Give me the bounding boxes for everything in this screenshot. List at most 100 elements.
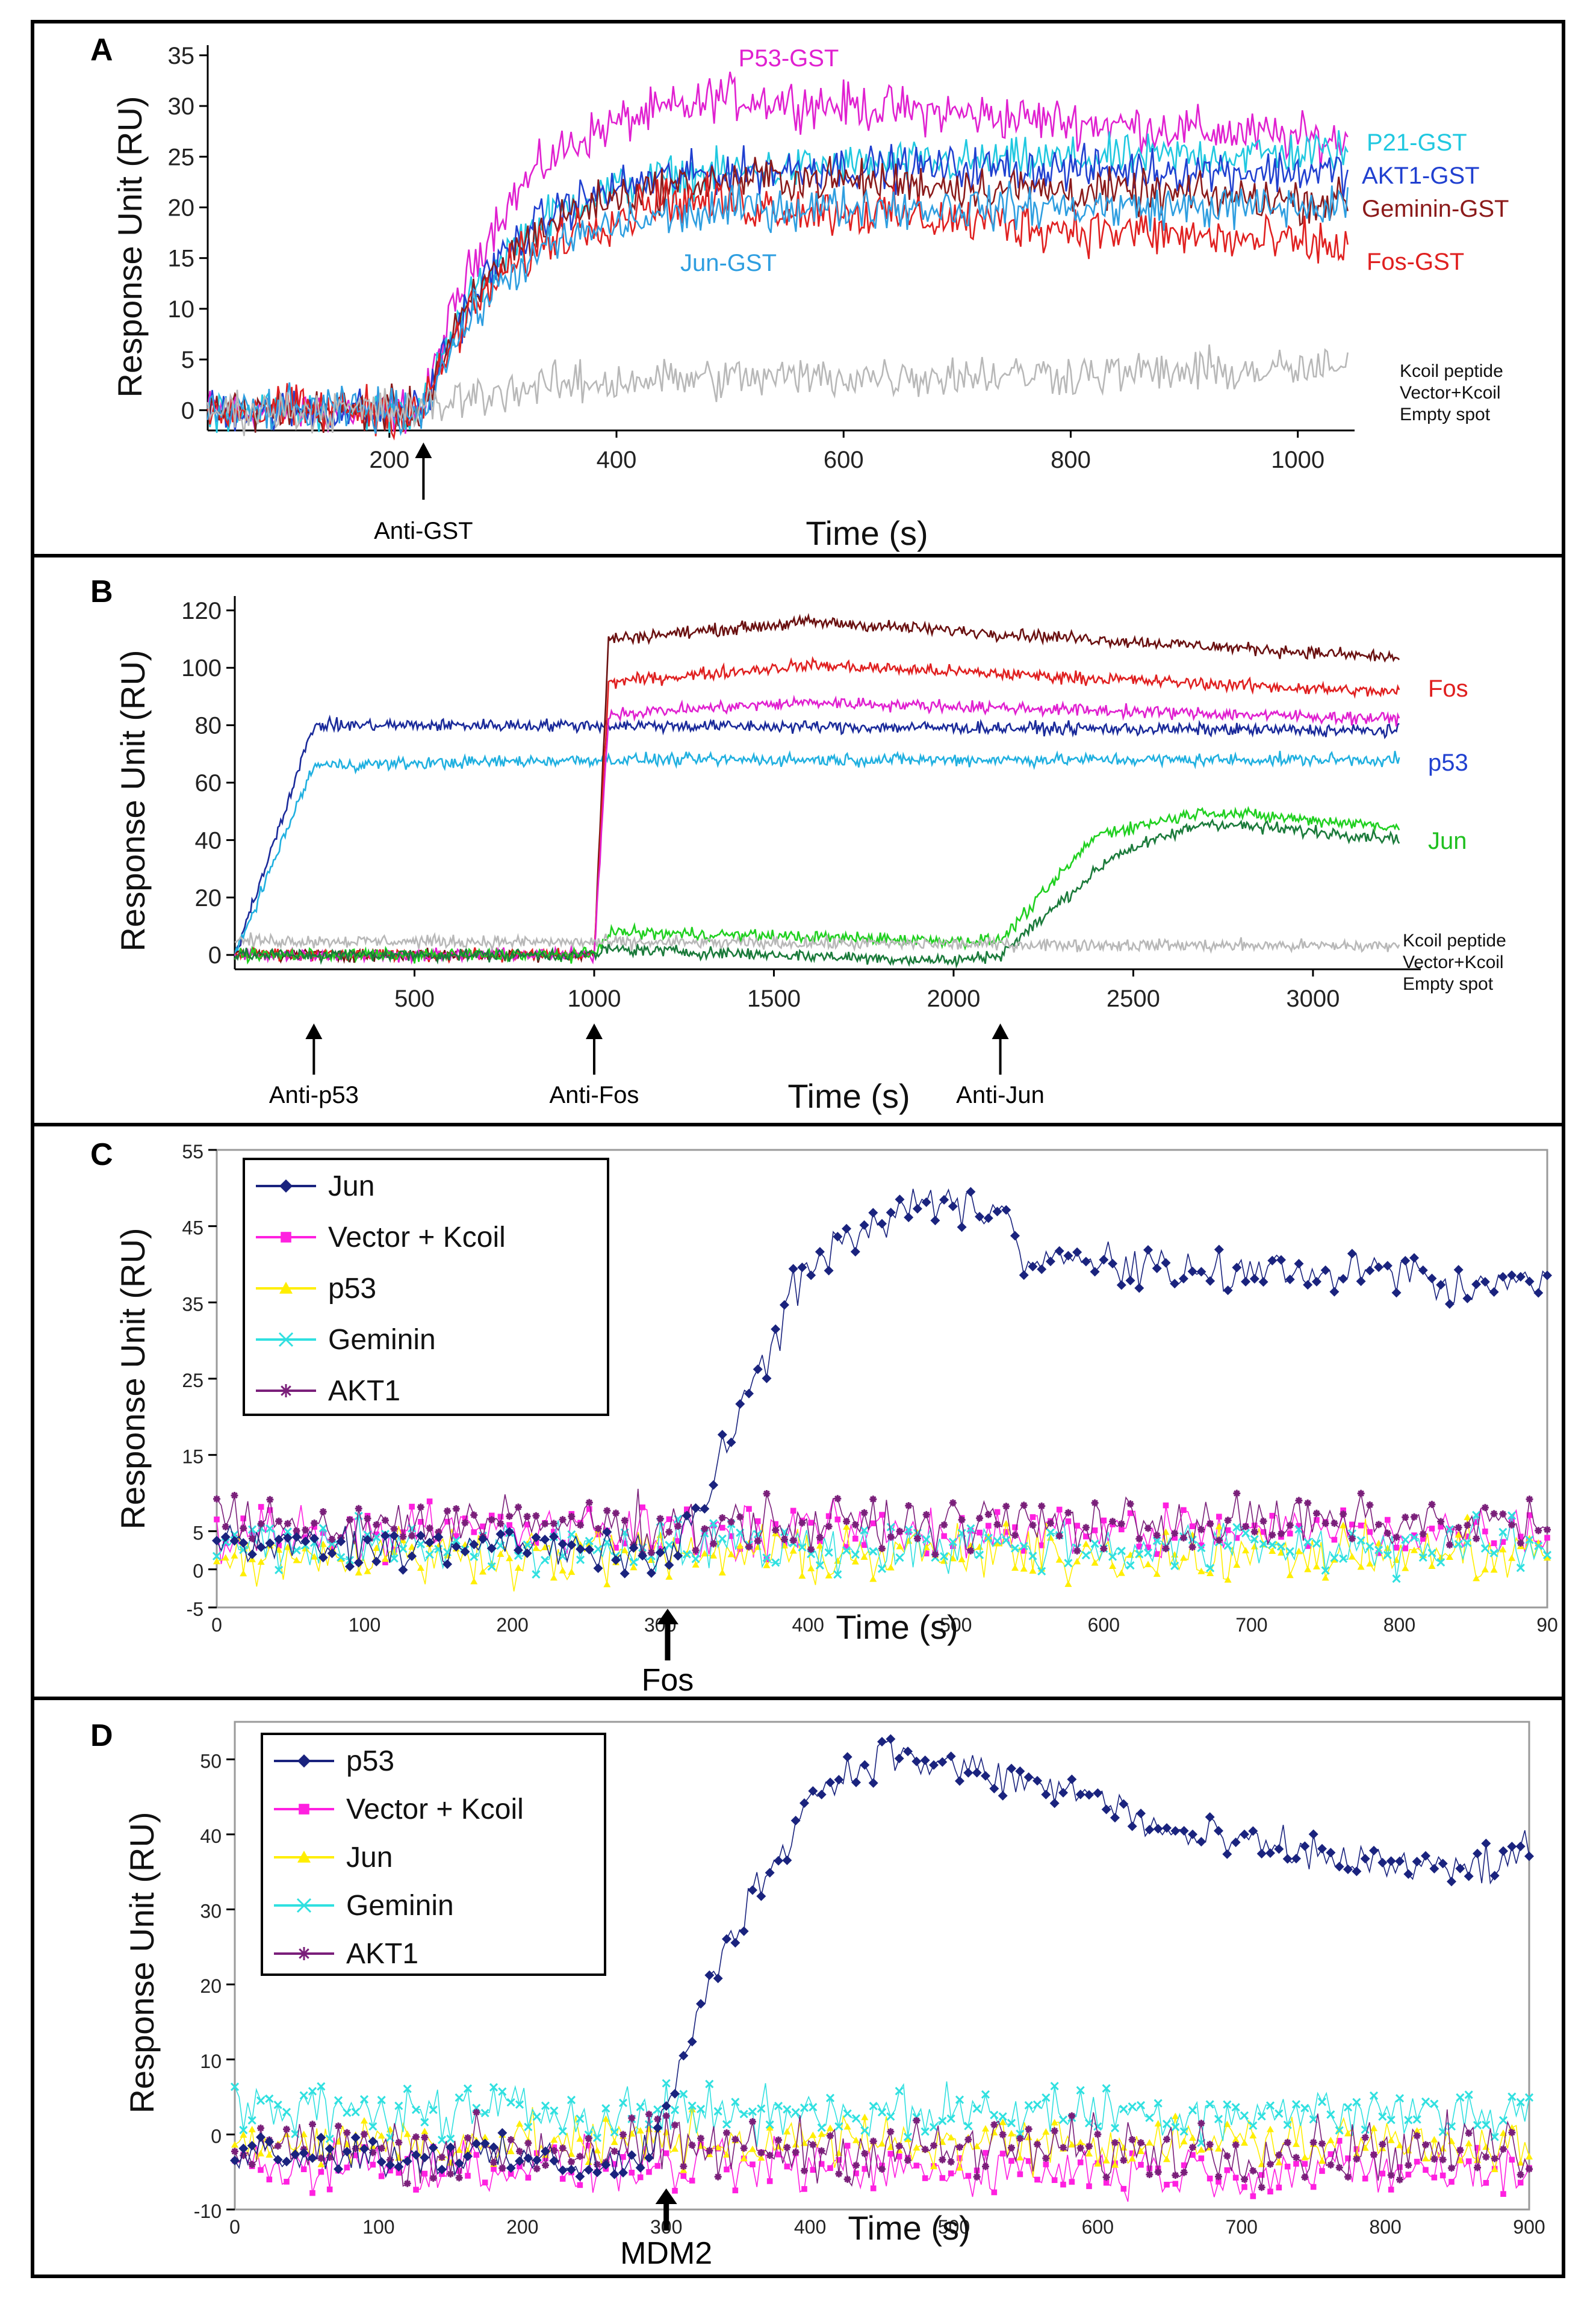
panel-c-point-jun	[1533, 1288, 1544, 1298]
panel-c-point-akt1	[399, 1533, 407, 1541]
panel-c-point-vector-kcoil	[1020, 1548, 1027, 1554]
panel-d-point-geminin	[903, 2132, 913, 2141]
panel-c-point-akt1	[1153, 1532, 1161, 1539]
panel-d-point-jun	[1370, 2125, 1377, 2131]
panel-d-point-p53	[635, 2163, 645, 2173]
panel-c-point-vector-kcoil	[276, 1542, 282, 1548]
panel-d-point-p53	[678, 2051, 689, 2061]
panel-c-point-geminin	[1401, 1535, 1410, 1544]
panel-c-point-geminin	[1480, 1544, 1489, 1553]
panel-c-point-akt1	[231, 1491, 238, 1499]
panel-d-point-akt1	[610, 2147, 618, 2155]
panel-c-point-jun	[726, 1437, 736, 1447]
panel-d-point-jun	[1094, 2160, 1102, 2167]
panel-c-point-vector-kcoil	[533, 1539, 539, 1546]
panel-c-point-jun	[557, 1539, 568, 1549]
panel-d-point-geminin	[489, 2082, 498, 2092]
panel-c-point-akt1	[1046, 1520, 1054, 1527]
panel-c-point-jun	[1356, 1276, 1366, 1287]
panel-a-y-tick-label: 30	[168, 93, 195, 120]
panel-a-y-tick-label: 5	[181, 347, 194, 373]
panel-d-point-p53	[541, 2146, 550, 2157]
panel-b-series-p53-light	[234, 750, 1400, 956]
panel-d-point-vector-kcoil	[1267, 2188, 1273, 2195]
panel-c-point-akt1	[656, 1515, 664, 1523]
panel-d-point-p53	[299, 2148, 309, 2158]
panel-c-point-vector-kcoil	[586, 1506, 592, 1512]
panel-c-point-geminin	[993, 1536, 1002, 1545]
panel-d-legend-box	[261, 1733, 606, 1976]
panel-d-point-vector-kcoil	[1051, 2177, 1058, 2183]
panel-c-point-akt1	[1375, 1521, 1383, 1529]
panel-c-point-akt1	[1340, 1510, 1347, 1518]
panel-c-point-p53	[390, 1548, 398, 1555]
panel-c-point-vector-kcoil	[1340, 1507, 1346, 1514]
panel-c-point-p53	[1526, 1535, 1533, 1542]
panel-a-series-geminin-gst	[206, 156, 1349, 433]
panel-c-point-geminin	[1002, 1536, 1011, 1545]
panel-d-point-jun	[610, 2138, 618, 2145]
panel-d-point-geminin	[368, 2122, 377, 2131]
panel-c-point-geminin	[487, 1562, 496, 1571]
panel-c-point-vector-kcoil	[1065, 1518, 1072, 1524]
panel-c-point-vector-kcoil	[329, 1544, 335, 1551]
panel-d-point-vector-kcoil	[775, 2151, 781, 2158]
panel-d-point-geminin	[567, 2095, 576, 2105]
panel-d-point-akt1	[688, 2141, 696, 2149]
panel-c-point-jun	[1320, 1265, 1331, 1275]
panel-d-point-akt1	[533, 2165, 541, 2173]
panel-c-point-akt1	[1445, 1541, 1453, 1549]
panel-a-control-vector: Vector+Kcoil	[1400, 383, 1501, 403]
panel-c-point-akt1	[825, 1523, 833, 1530]
panel-d-point-vector-kcoil	[508, 2170, 514, 2177]
panel-c-point-p53	[541, 1544, 549, 1550]
panel-d-point-geminin	[1352, 2098, 1361, 2107]
panel-d-point-akt1	[1456, 2146, 1464, 2154]
panel-c-point-vector-kcoil	[1305, 1543, 1311, 1549]
panel-d-point-akt1	[1016, 2135, 1024, 2142]
panel-d-point-geminin	[817, 2123, 826, 2132]
panel-d-point-geminin	[972, 2104, 981, 2113]
panel-d-point-akt1	[964, 2135, 972, 2143]
panel-d-point-jun	[887, 2143, 895, 2150]
panel-d-point-geminin	[420, 2117, 429, 2127]
panel-d-point-jun	[766, 2124, 774, 2131]
panel-c-point-p53	[1437, 1554, 1445, 1561]
panel-c-point-vector-kcoil	[267, 1507, 273, 1514]
panel-d-point-jun	[1042, 2128, 1050, 2135]
panel-d-point-vector-kcoil	[1284, 2163, 1291, 2170]
panel-d-point-geminin	[308, 2087, 317, 2096]
panel-c-point-akt1	[381, 1517, 389, 1524]
panel-c-point-geminin	[1241, 1529, 1250, 1538]
panel-d-point-jun	[809, 2131, 817, 2138]
panel-d-point-vector-kcoil	[1146, 2165, 1153, 2172]
panel-c-point-akt1	[1197, 1526, 1205, 1533]
panel-c-point-jun	[1241, 1276, 1251, 1287]
panel-c-point-jun	[362, 1535, 373, 1545]
panel-c-point-geminin	[514, 1551, 523, 1560]
panel-c-point-vector-kcoil	[1181, 1507, 1187, 1514]
panel-c-point-vector-kcoil	[621, 1540, 628, 1547]
panel-c-point-akt1	[328, 1536, 336, 1544]
panel-d-point-p53	[1308, 1829, 1318, 1839]
panel-d-y-tick-label: 40	[200, 1825, 222, 1847]
panel-d-point-vector-kcoil	[629, 2169, 635, 2176]
panel-d-point-akt1	[309, 2120, 316, 2128]
panel-d-point-jun	[507, 2147, 515, 2155]
panel-d-point-geminin	[247, 2116, 256, 2125]
panel-c-point-akt1	[240, 1524, 247, 1532]
panel-c-y-tick-label: 5	[193, 1522, 203, 1544]
panel-d-point-vector-kcoil	[654, 2163, 661, 2169]
panel-d-point-geminin	[239, 2125, 248, 2135]
panel-c-point-p53	[1197, 1567, 1205, 1574]
panel-c-point-akt1	[958, 1516, 966, 1524]
panel-c-point-jun	[1285, 1275, 1295, 1285]
panel-d-point-akt1	[559, 2144, 567, 2152]
panel-d-point-jun	[265, 2151, 273, 2158]
panel-d-point-geminin	[1343, 2103, 1353, 2112]
panel-d-point-akt1	[1154, 2168, 1162, 2176]
panel-a-y-tick-label: 15	[168, 246, 195, 272]
panel-d-point-akt1	[619, 2131, 627, 2138]
panel-d-point-p53	[1360, 1854, 1370, 1864]
